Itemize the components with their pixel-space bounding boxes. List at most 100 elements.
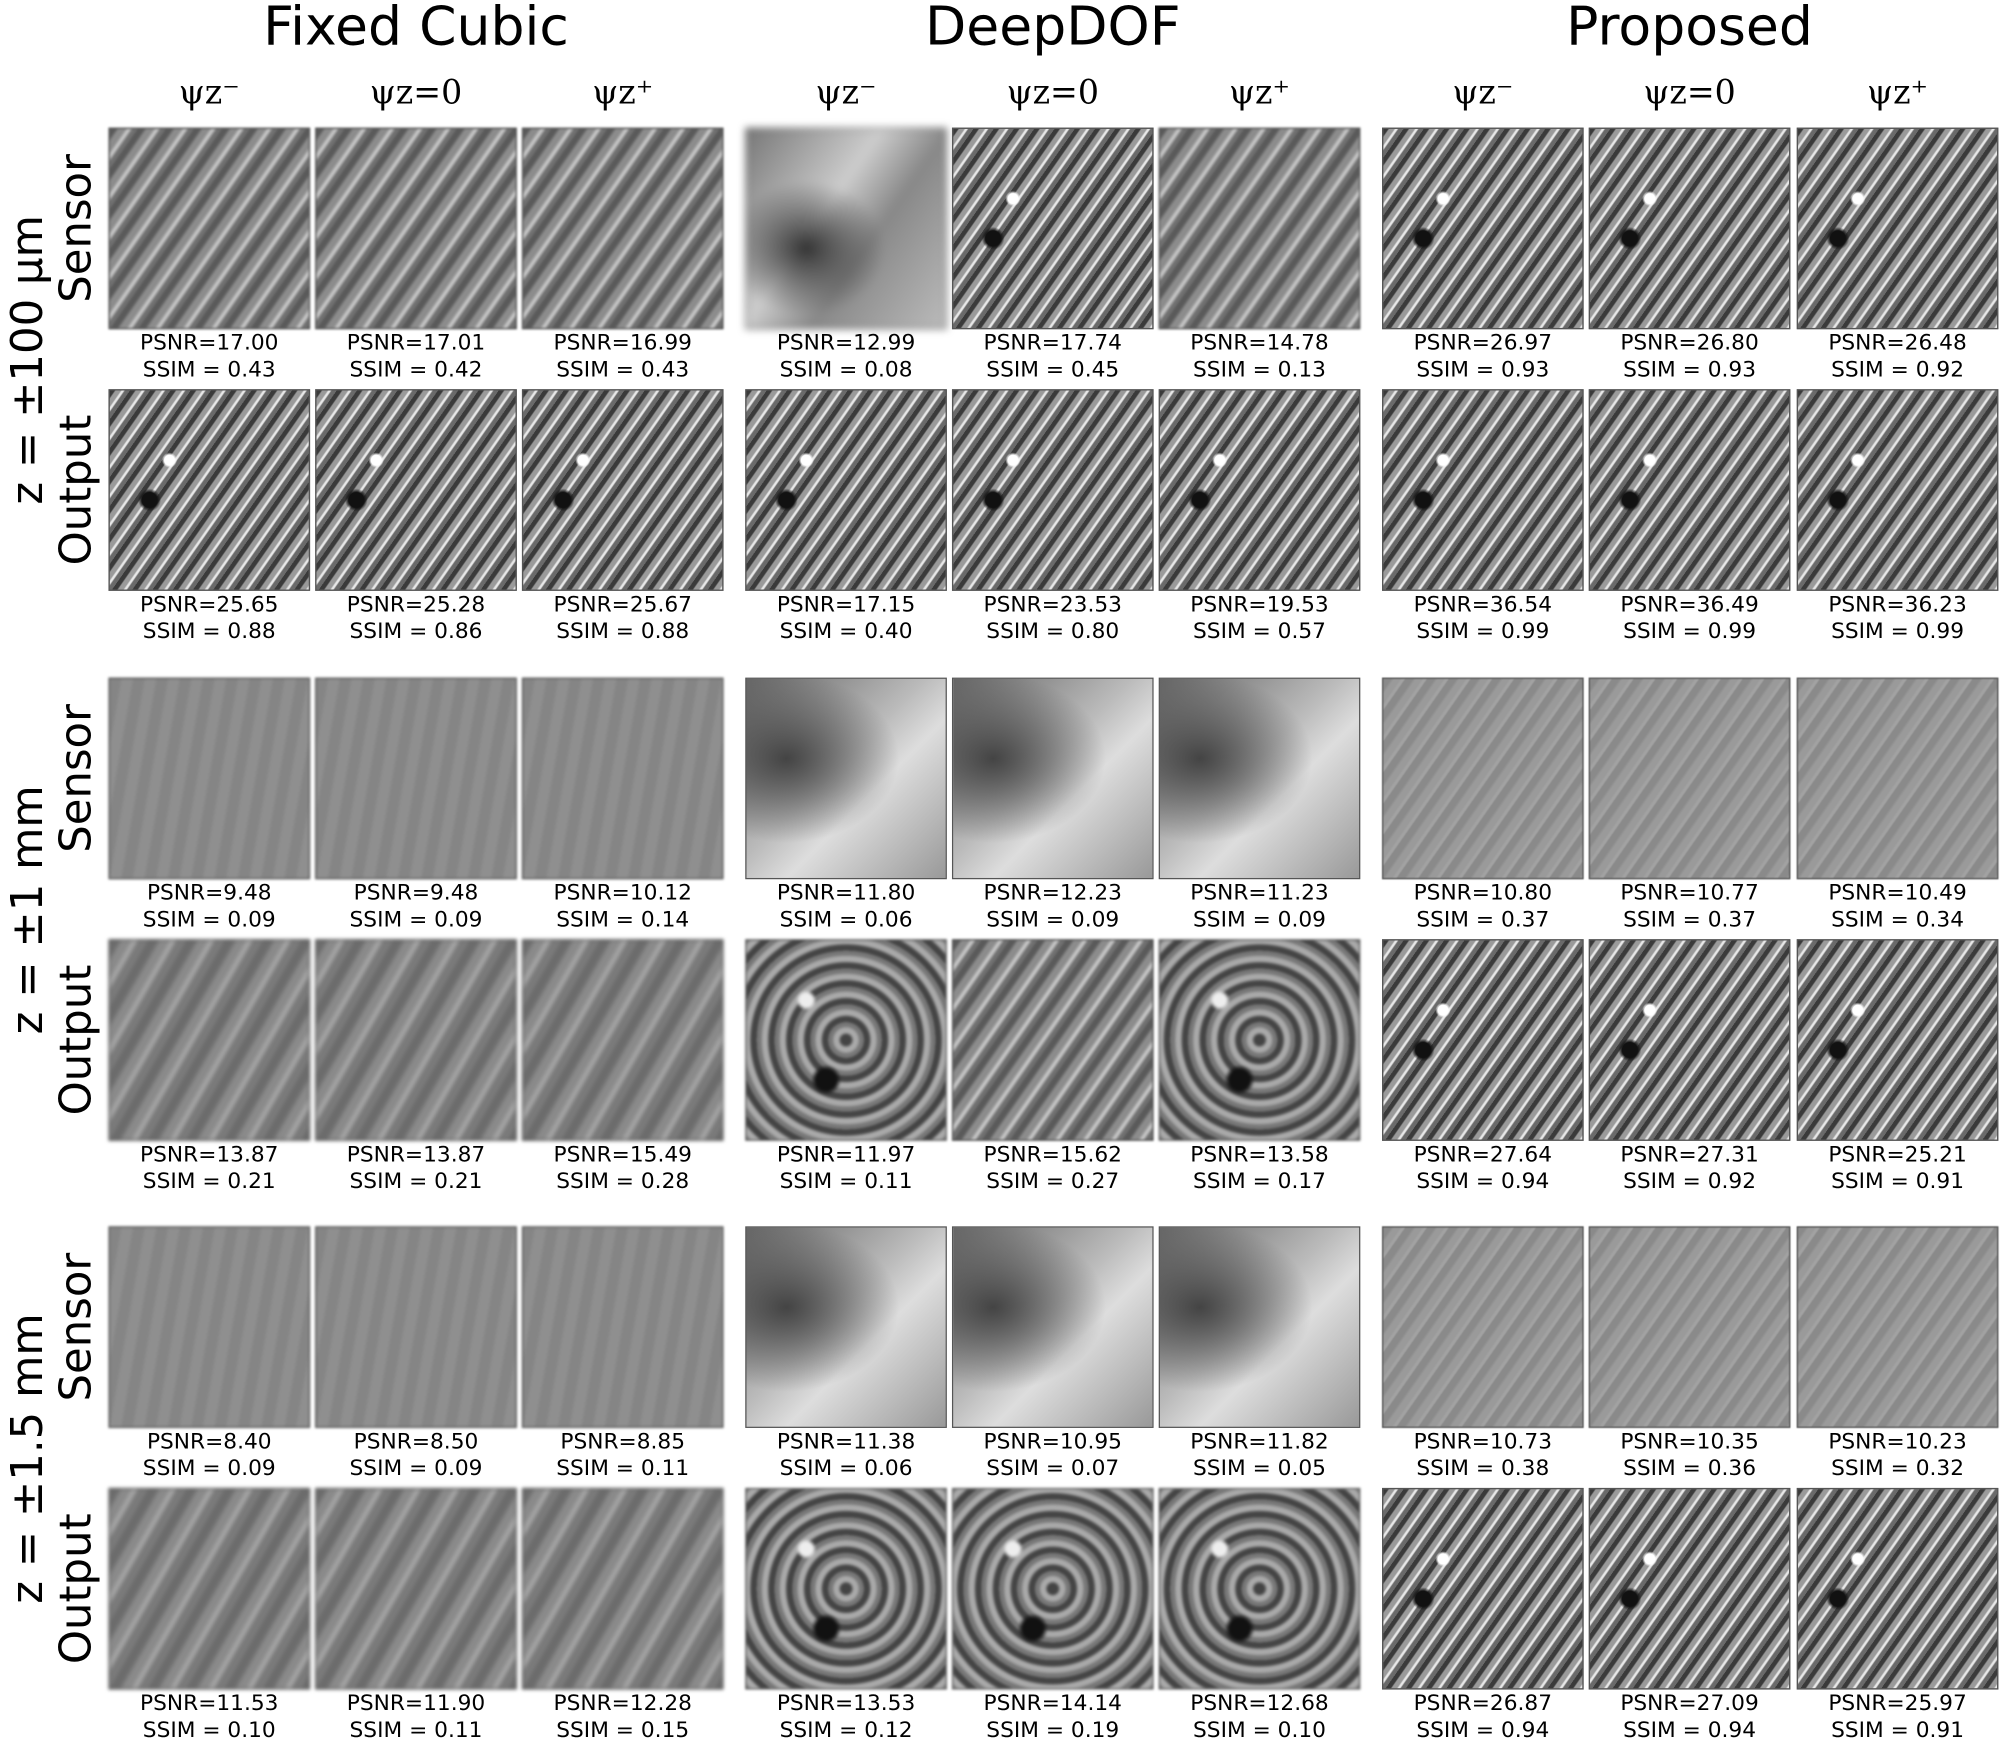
column-label: ψz⁻ <box>1452 74 1514 113</box>
image-tile <box>1796 677 1999 880</box>
psnr-value: PSNR=14.14 <box>983 1690 1122 1717</box>
ssim-value: SSIM = 0.11 <box>349 1717 483 1744</box>
image-tile <box>1796 389 1999 591</box>
image-tile <box>1382 939 1584 1141</box>
image-tile <box>1382 677 1584 880</box>
psnr-value: PSNR=10.95 <box>983 1429 1122 1455</box>
image-tile <box>1158 939 1361 1141</box>
image-tile <box>1158 127 1361 330</box>
ssim-value: SSIM = 0.12 <box>779 1717 913 1744</box>
image-tile <box>108 677 311 880</box>
image-tile <box>521 677 724 880</box>
ssim-value: SSIM = 0.06 <box>779 907 913 933</box>
image-tile <box>521 939 724 1141</box>
image-tile <box>951 1487 1154 1690</box>
ssim-value: SSIM = 0.11 <box>556 1456 690 1482</box>
psnr-value: PSNR=8.40 <box>146 1429 272 1455</box>
ssim-value: SSIM = 0.34 <box>1831 907 1965 933</box>
row-label: Sensor <box>51 154 103 303</box>
image-tile <box>108 939 311 1141</box>
psnr-value: PSNR=25.97 <box>1828 1690 1967 1717</box>
column-label: ψz⁻ <box>178 74 240 113</box>
image-tile <box>951 1226 1154 1428</box>
ssim-value: SSIM = 0.09 <box>1193 907 1326 933</box>
psnr-value: PSNR=11.53 <box>140 1690 279 1717</box>
psnr-value: PSNR=12.99 <box>776 330 916 357</box>
image-tile <box>521 1226 724 1428</box>
column-label: ψz=0 <box>369 74 463 113</box>
image-tile <box>108 1226 311 1428</box>
column-label: ψz=0 <box>1643 74 1736 113</box>
psnr-value: PSNR=11.97 <box>776 1142 916 1168</box>
image-tile <box>1158 389 1361 591</box>
psnr-value: PSNR=10.49 <box>1828 880 1967 907</box>
ssim-value: SSIM = 0.86 <box>349 618 483 645</box>
image-tile <box>951 127 1154 330</box>
ssim-value: SSIM = 0.08 <box>779 357 913 383</box>
image-tile <box>1588 677 1791 880</box>
column-label: ψz⁺ <box>592 74 654 113</box>
psnr-value: PSNR=9.48 <box>353 880 479 907</box>
ssim-value: SSIM = 0.32 <box>1831 1456 1965 1482</box>
psnr-value: PSNR=15.62 <box>983 1142 1122 1168</box>
ssim-value: SSIM = 0.09 <box>986 907 1120 933</box>
psnr-value: PSNR=11.80 <box>776 880 916 907</box>
psnr-value: PSNR=25.67 <box>553 592 692 618</box>
psnr-value: PSNR=17.74 <box>983 330 1122 357</box>
ssim-value: SSIM = 0.37 <box>1623 907 1757 933</box>
psnr-value: PSNR=11.90 <box>346 1690 486 1717</box>
image-tile <box>1382 1226 1584 1428</box>
ssim-value: SSIM = 0.38 <box>1416 1456 1550 1482</box>
ssim-value: SSIM = 0.28 <box>556 1168 690 1195</box>
image-tile <box>1588 1487 1791 1690</box>
row-label: Output <box>51 414 103 566</box>
psnr-value: PSNR=16.99 <box>553 330 692 357</box>
psnr-value: PSNR=26.80 <box>1620 330 1759 357</box>
image-tile <box>1796 1226 1999 1428</box>
psnr-value: PSNR=12.68 <box>1190 1690 1329 1717</box>
psnr-value: PSNR=12.23 <box>983 880 1122 907</box>
ssim-value: SSIM = 0.94 <box>1416 1168 1550 1195</box>
image-tile <box>315 389 517 591</box>
ssim-value: SSIM = 0.43 <box>142 357 276 383</box>
ssim-value: SSIM = 0.09 <box>349 1456 483 1482</box>
image-tile <box>108 1487 311 1690</box>
ssim-value: SSIM = 0.10 <box>1193 1717 1326 1744</box>
image-tile <box>521 389 724 591</box>
psnr-value: PSNR=9.48 <box>146 880 272 907</box>
image-tile <box>1382 127 1584 330</box>
psnr-value: PSNR=8.85 <box>560 1429 686 1455</box>
psnr-value: PSNR=17.00 <box>140 330 279 357</box>
psnr-value: PSNR=11.38 <box>776 1429 916 1455</box>
image-tile <box>108 389 311 591</box>
image-tile <box>521 1487 724 1690</box>
ssim-value: SSIM = 0.88 <box>556 618 690 645</box>
psnr-value: PSNR=17.15 <box>776 592 916 618</box>
image-tile <box>315 127 517 330</box>
image-tile <box>1796 1487 1999 1690</box>
row-label: Output <box>51 964 103 1116</box>
psnr-value: PSNR=10.35 <box>1620 1429 1759 1455</box>
image-tile <box>745 389 947 591</box>
image-tile <box>951 939 1154 1141</box>
psnr-value: PSNR=15.49 <box>553 1142 692 1168</box>
ssim-value: SSIM = 0.21 <box>142 1168 276 1195</box>
row-label: Output <box>51 1513 103 1665</box>
column-label: ψz⁻ <box>815 74 877 113</box>
image-tile <box>745 1487 947 1690</box>
psnr-value: PSNR=13.53 <box>776 1690 916 1717</box>
ssim-value: SSIM = 0.07 <box>986 1456 1120 1482</box>
psnr-value: PSNR=23.53 <box>983 592 1122 618</box>
ssim-value: SSIM = 0.09 <box>142 907 276 933</box>
image-tile <box>1796 939 1999 1141</box>
image-tile <box>1158 1226 1361 1428</box>
psnr-value: PSNR=12.28 <box>553 1690 692 1717</box>
image-tile <box>745 1226 947 1428</box>
image-tile <box>1796 127 1999 330</box>
ssim-value: SSIM = 0.99 <box>1623 618 1757 645</box>
ssim-value: SSIM = 0.05 <box>1193 1456 1326 1482</box>
ssim-value: SSIM = 0.42 <box>349 357 483 383</box>
image-tile <box>745 127 947 330</box>
image-tile <box>1382 389 1584 591</box>
z-distance-label: z = ±100 μm <box>2 214 54 504</box>
